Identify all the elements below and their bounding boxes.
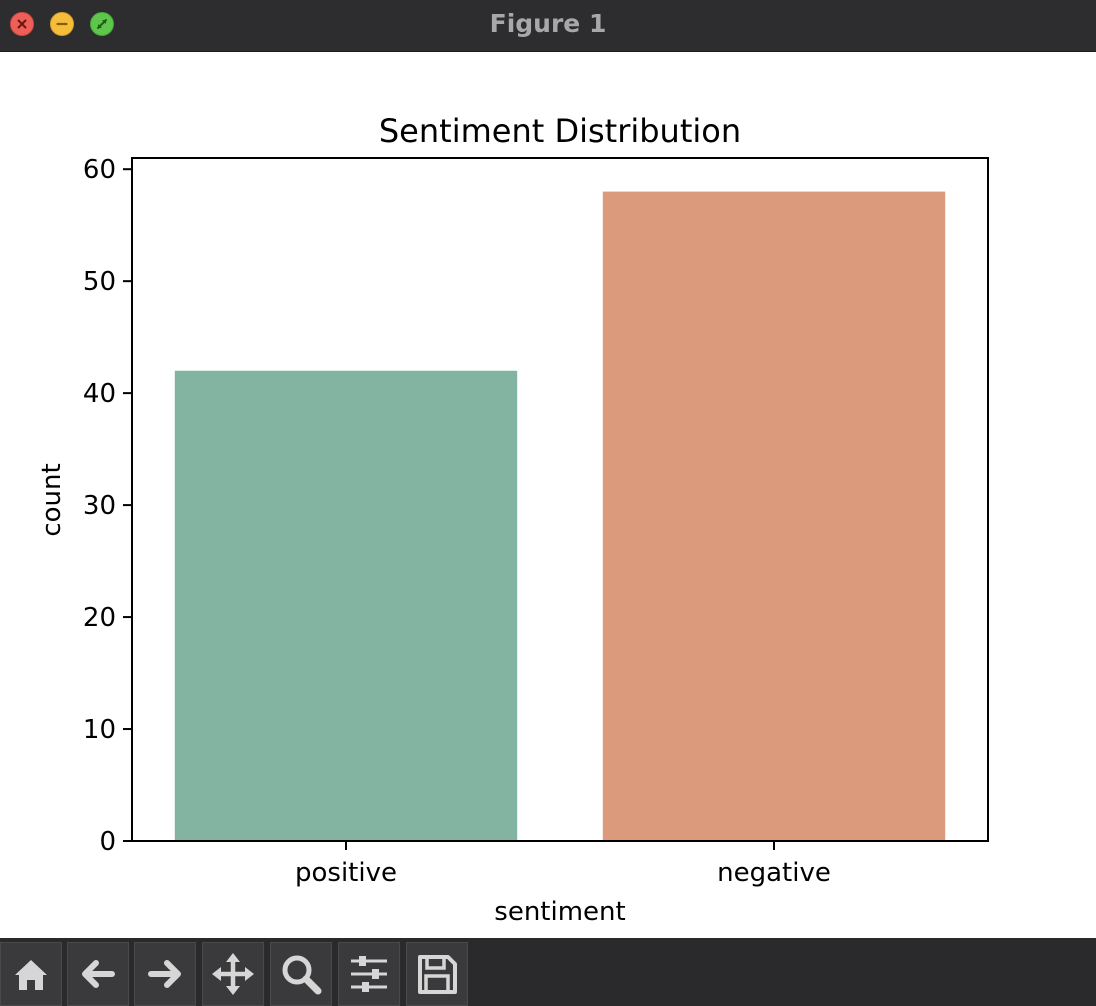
x-axis-label: sentiment xyxy=(494,897,625,927)
save-floppy-icon xyxy=(418,955,457,994)
home-button[interactable] xyxy=(0,942,62,1006)
pan-move-icon xyxy=(212,953,254,995)
bar-negative xyxy=(602,191,946,842)
bar-positive xyxy=(174,370,518,841)
back-arrow-icon xyxy=(82,960,115,988)
axes-frame xyxy=(131,157,989,842)
forward-arrow-icon xyxy=(148,960,181,988)
chart-title: Sentiment Distribution xyxy=(379,112,741,150)
fullscreen-icon xyxy=(97,19,107,29)
y-tick-label: 0 xyxy=(99,827,116,857)
bars-group xyxy=(174,191,946,842)
configure-subplots-icon xyxy=(351,956,387,992)
figure-canvas: Sentiment Distribution 0 10 20 30 40 50 60 pos… xyxy=(0,53,1096,938)
y-tick-label: 40 xyxy=(83,379,116,409)
configure-subplots-button[interactable] xyxy=(338,942,400,1006)
y-axis: 0 10 20 30 40 50 60 xyxy=(83,155,132,857)
y-tick-label: 30 xyxy=(83,491,116,521)
back-button[interactable] xyxy=(67,942,129,1006)
x-axis: positive negative xyxy=(295,841,831,888)
x-tick-label: negative xyxy=(717,858,831,888)
save-button[interactable] xyxy=(406,942,468,1006)
zoom-button[interactable] xyxy=(270,942,332,1006)
y-tick-label: 50 xyxy=(83,267,116,297)
close-window-button[interactable] xyxy=(10,12,34,36)
home-icon xyxy=(15,960,47,990)
close-icon xyxy=(17,19,27,29)
pan-button[interactable] xyxy=(202,942,264,1006)
zoom-magnifier-icon xyxy=(282,955,322,995)
title-bar: Figure 1 xyxy=(0,0,1096,52)
minimize-icon xyxy=(56,22,68,26)
y-tick-label: 10 xyxy=(83,715,116,745)
forward-button[interactable] xyxy=(134,942,196,1006)
bar-chart: Sentiment Distribution 0 10 20 30 40 50 60 pos… xyxy=(37,112,989,927)
navigation-toolbar xyxy=(0,938,1096,1006)
window-title: Figure 1 xyxy=(489,9,607,38)
y-tick-label: 20 xyxy=(83,603,116,633)
y-tick-label: 60 xyxy=(83,155,116,185)
x-tick-label: positive xyxy=(295,858,397,888)
zoom-window-button[interactable] xyxy=(90,12,114,36)
minimize-window-button[interactable] xyxy=(50,12,74,36)
y-axis-label: count xyxy=(37,463,67,536)
